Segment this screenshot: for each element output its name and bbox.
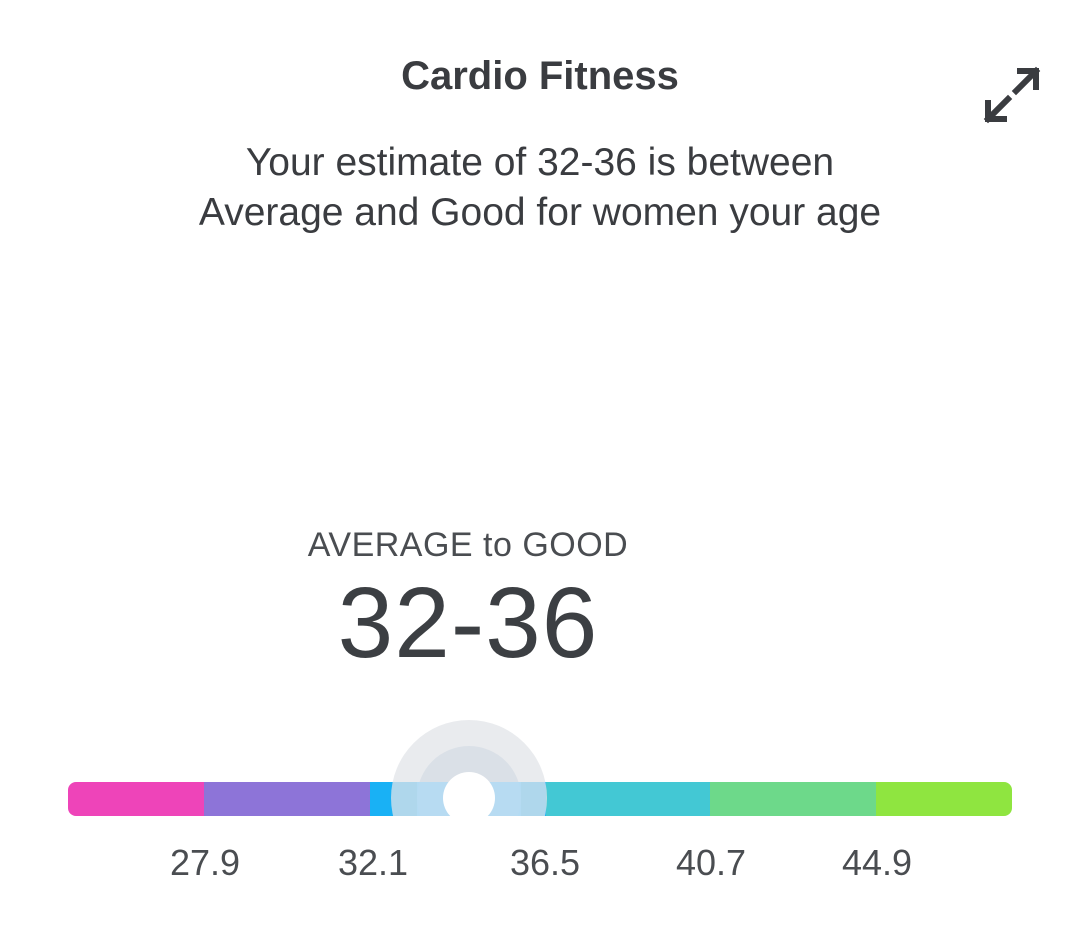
summary-line-2: Average and Good for women your age bbox=[198, 191, 882, 234]
scale-tick: 32.1 bbox=[337, 842, 409, 883]
scale-segment-fair bbox=[204, 782, 370, 816]
scale-tick: 40.7 bbox=[675, 842, 747, 883]
scale-tick: 27.9 bbox=[169, 842, 241, 883]
expand-button[interactable] bbox=[976, 60, 1048, 130]
score-value: 32-36 bbox=[337, 567, 599, 679]
scale-segment-poor bbox=[68, 782, 204, 816]
summary-line-1: Your estimate of 32-36 is between bbox=[245, 141, 835, 184]
scale-tick: 36.5 bbox=[509, 842, 581, 883]
summary-text: Your estimate of 32-36 is between Averag… bbox=[0, 138, 1080, 238]
scale-segment-good bbox=[546, 782, 710, 816]
scale-segment-very-good bbox=[710, 782, 876, 816]
scale-segment-excellent bbox=[876, 782, 1012, 816]
expand-arrows-icon bbox=[983, 66, 1041, 124]
scale-ticks: 27.9 32.1 36.5 40.7 44.9 bbox=[0, 842, 1080, 892]
scale-tick: 44.9 bbox=[841, 842, 913, 883]
category-label: AVERAGE to GOOD bbox=[307, 526, 629, 564]
score-indicator bbox=[391, 720, 547, 816]
page-title: Cardio Fitness bbox=[401, 54, 679, 98]
